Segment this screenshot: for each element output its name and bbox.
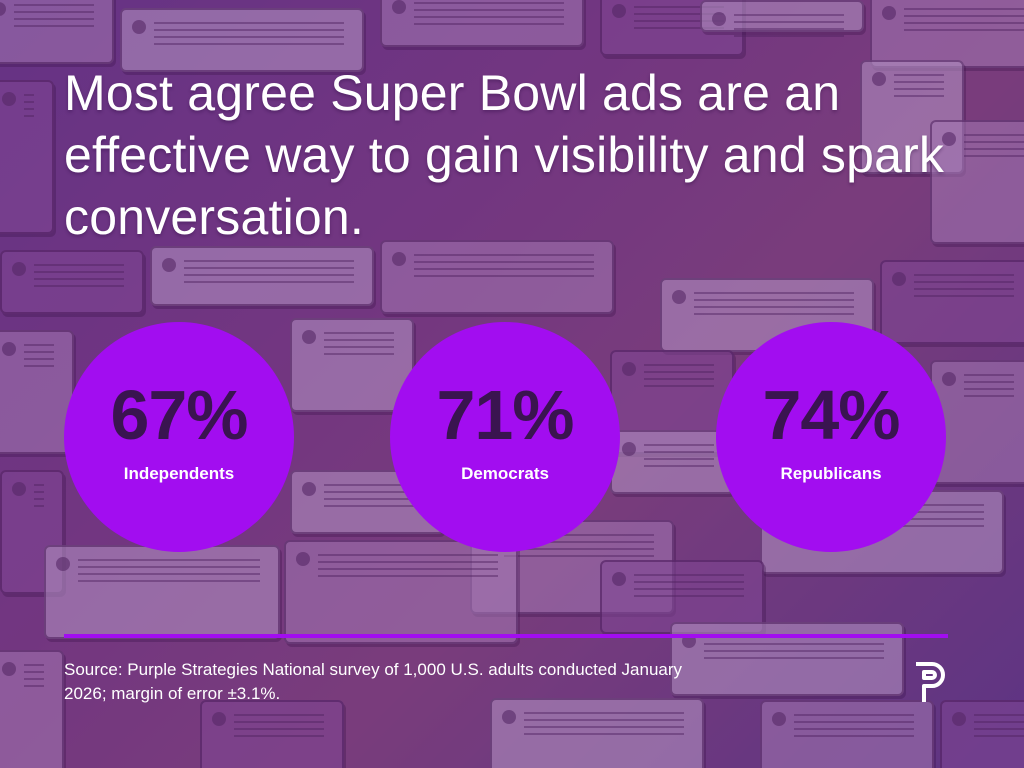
- stat-value: 74%: [762, 376, 900, 454]
- stat-label: Republicans: [780, 464, 882, 483]
- purple-strategies-logo-icon: [916, 662, 945, 702]
- source-note: Source: Purple Strategies National surve…: [64, 660, 683, 703]
- headline: Most agree Super Bowl ads are an effecti…: [64, 65, 945, 245]
- stat-bubble-democrats: 71% Democrats: [390, 322, 620, 552]
- stat-bubble-republicans: 74% Republicans: [716, 322, 946, 552]
- stat-bubble-independents: 67% Independents: [64, 322, 294, 552]
- stat-value: 71%: [436, 376, 574, 454]
- stat-value: 67%: [110, 376, 248, 454]
- stat-label: Democrats: [461, 464, 549, 483]
- stat-label: Independents: [123, 464, 235, 483]
- divider-rule: [64, 634, 948, 638]
